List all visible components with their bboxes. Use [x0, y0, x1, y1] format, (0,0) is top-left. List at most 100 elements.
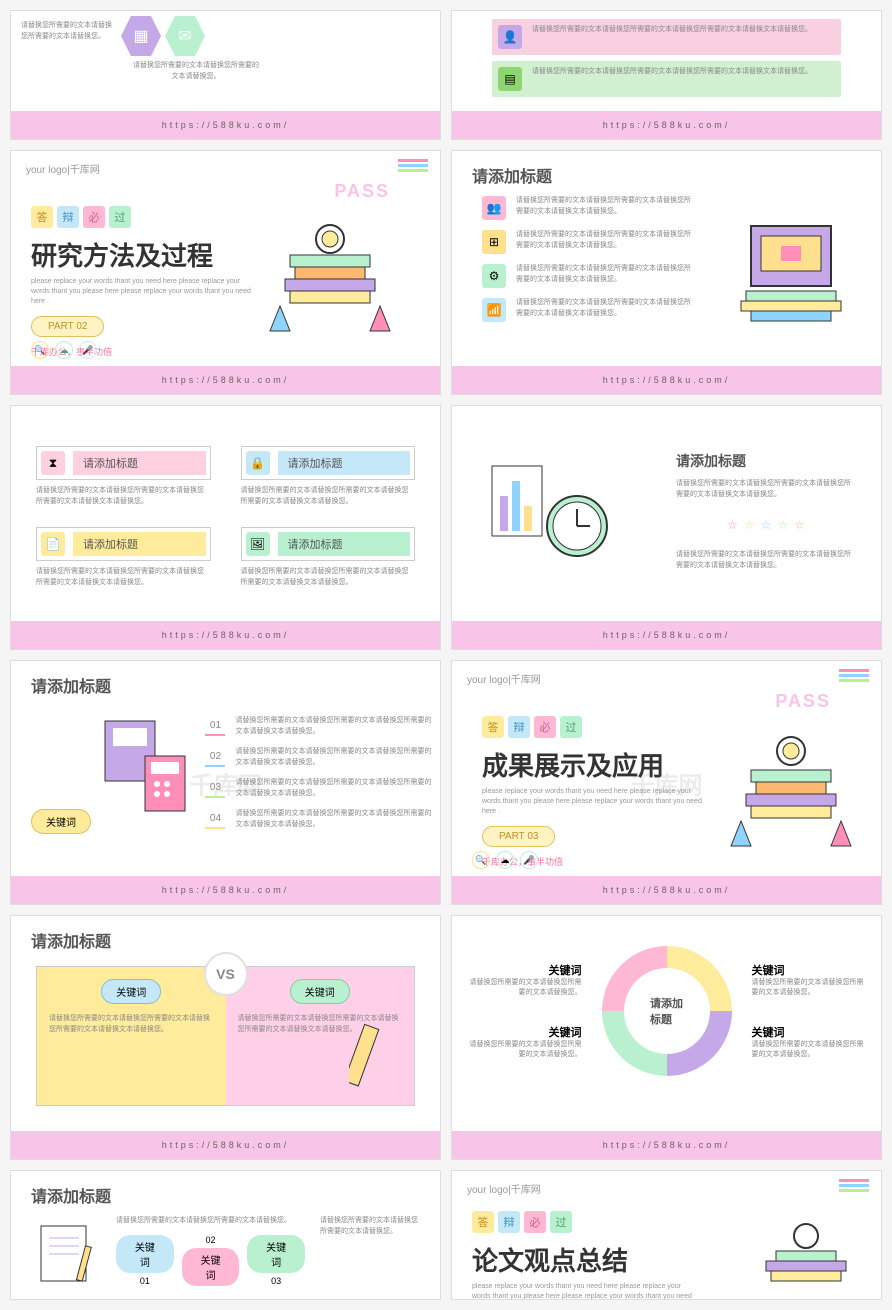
lock-icon: 🔒: [246, 451, 270, 475]
badge: 答: [472, 1211, 494, 1233]
slide-footer: https://588ku.com/: [452, 1131, 881, 1159]
menu-stripes: [398, 159, 428, 174]
badge: 答: [31, 206, 53, 228]
mic-icon: 🎤: [520, 851, 538, 869]
keyword-pill: 关键词: [182, 1248, 240, 1286]
badge-row: 答 辩 必 过: [31, 206, 251, 228]
hex-icon: ✉: [165, 16, 205, 56]
title-block: 🖼请添加标题 请替换您所需要的文本请替换您所需要的文本请替换您所需要的文本请替换…: [241, 527, 416, 588]
slide-6: 请添加标题 请替换您所需要的文本请替换您所需要的文本请替换您所需要的文本请替换文…: [451, 405, 882, 650]
icon: 👥: [482, 196, 506, 220]
books-illustration: [260, 201, 400, 341]
badge-row: 答 辩 必 过: [482, 716, 702, 738]
timeline-text: 请替换您所需要的文本请替换您所需要的文本请替换您。: [116, 1216, 305, 1227]
box-text: 请替换您所需要的文本请替换您所需要的文本请替换您所需要的文本请替换文本请替换您。: [36, 567, 211, 588]
ruler-illustration: [349, 1020, 409, 1100]
slide-title: 请添加标题: [11, 661, 440, 697]
mic-icon: 🎤: [79, 341, 97, 359]
box-text: 请替换您所需要的文本请替换您所需要的文本请替换您所需要的文本请替换文本请替换您。: [241, 486, 416, 507]
badge: 过: [109, 206, 131, 228]
num: 01: [205, 716, 225, 736]
box-title: 请添加标题: [278, 532, 411, 556]
cloud-icon: ☁: [55, 341, 73, 359]
part-badge: PART 03: [482, 826, 555, 847]
badge: 辩: [57, 206, 79, 228]
slide-footer: https://588ku.com/: [452, 876, 881, 904]
slide-title: 请添加标题: [11, 916, 440, 952]
num-text: 请替换您所需要的文本请替换您所需要的文本请替换您所需要的文本请替换文本请替换您。: [235, 716, 435, 737]
hex-text: 请替换您所需要的文本请替换您所需要的文本请替换您。: [131, 61, 261, 82]
info-text: 请替换您所需要的文本请替换您所需要的文本请替换您所需要的文本请替换文本请替换您。: [532, 67, 812, 78]
slide-footer: https://588ku.com/: [11, 621, 440, 649]
vs-badge: VS: [204, 952, 248, 996]
num: 03: [205, 778, 225, 798]
keyword-block: 关键词: [31, 716, 190, 834]
title-block: 🔒请添加标题 请替换您所需要的文本请替换您所需要的文本请替换您所需要的文本请替换…: [241, 446, 416, 507]
timeline-text: 请替换您所需要的文本请替换您所需要的文本请替换您。: [320, 1216, 420, 1237]
keyword-pill: 关键词: [101, 979, 161, 1004]
doc-icon: 📄: [41, 532, 65, 556]
slide-footer: https://588ku.com/: [11, 1131, 440, 1159]
keyword-pill: 关键词: [31, 809, 91, 834]
slide-footer: https://588ku.com/: [11, 111, 440, 139]
donut-chart: 请添加标题: [602, 946, 732, 1076]
row-text: 请替换您所需要的文本请替换您所需要的文本请替换您所需要的文本请替换文本请替换您。: [516, 298, 692, 319]
num-text: 请替换您所需要的文本请替换您所需要的文本请替换您所需要的文本请替换文本请替换您。: [235, 809, 435, 830]
badge: 答: [482, 716, 504, 738]
section-title: 成果展示及应用: [482, 746, 702, 783]
slide-3-section: your logo|千库网 PASS 答 辩 必 过 研究方法及过程 pleas…: [10, 150, 441, 395]
keyword-pill: 关键词: [247, 1235, 305, 1273]
slide-1: ▦ ✉ 请替换您所需要的文本请替换您所需要的文本请替换您。 请替换您所需要的文本…: [10, 10, 441, 140]
slide-12-section: your logo|千库网 答 辩 必 过 论文观点总结 please repl…: [451, 1170, 882, 1300]
part-badge: PART 02: [31, 316, 104, 337]
slides-grid: ▦ ✉ 请替换您所需要的文本请替换您所需要的文本请替换您。 请替换您所需要的文本…: [0, 0, 892, 1310]
badge: 必: [83, 206, 105, 228]
books-illustration: [751, 1201, 861, 1300]
box-title: 请添加标题: [73, 451, 206, 475]
num: 03: [247, 1276, 305, 1286]
num-text: 请替换您所需要的文本请替换您所需要的文本请替换您所需要的文本请替换文本请替换您。: [235, 778, 435, 799]
logo: your logo|千库网: [467, 1181, 541, 1196]
donut-left-labels: 关键词请替换您所需要的文本请替换您所需要的文本请替换您。 关键词请替换您所需要的…: [467, 962, 582, 1061]
search-icon: 🔍: [472, 851, 490, 869]
clock-illustration: [482, 451, 622, 591]
vs-right: 关键词 请替换您所需要的文本请替换您所需要的文本请替换您所需要的文本请替换文本请…: [226, 967, 415, 1105]
hex-icon: ▦: [121, 16, 161, 56]
box-title: 请添加标题: [73, 532, 206, 556]
slide-8-section: your logo|千库网 PASS 千库网 答 辩 必 过 成果展示及应用 p…: [451, 660, 882, 905]
badge: 辩: [508, 716, 530, 738]
content-text: 请替换您所需要的文本请替换您所需要的文本请替换您所需要的文本请替换文本请替换您。: [676, 479, 856, 500]
keyword-label: 关键词: [467, 962, 582, 978]
box-text: 请替换您所需要的文本请替换您所需要的文本请替换您所需要的文本请替换文本请替换您。: [241, 567, 416, 588]
title-block: 📄 请添加标题 请替换您所需要的文本请替换您所需要的文本请替换您所需要的文本请替换…: [36, 527, 211, 588]
section-subtitle: please replace your words thant you need…: [31, 277, 251, 306]
slide-footer: https://588ku.com/: [452, 111, 881, 139]
logo: your logo|千库网: [26, 161, 100, 176]
num-text: 请替换您所需要的文本请替换您所需要的文本请替换您所需要的文本请替换文本请替换您。: [235, 747, 435, 768]
slide-4: 请添加标题 👥请替换您所需要的文本请替换您所需要的文本请替换您所需要的文本请替换…: [451, 150, 882, 395]
slide-footer: https://588ku.com/: [11, 876, 440, 904]
badge: 必: [524, 1211, 546, 1233]
keyword-pill: 关键词: [290, 979, 350, 1004]
section-subtitle: please replace your words thant you need…: [482, 787, 702, 816]
section-title: 研究方法及过程: [31, 236, 251, 273]
donut-right-labels: 关键词请替换您所需要的文本请替换您所需要的文本请替换您。 关键词请替换您所需要的…: [752, 962, 867, 1061]
menu-stripes: [839, 1179, 869, 1194]
badge-row: 答 辩 必 过: [472, 1211, 692, 1233]
badge: 必: [534, 716, 556, 738]
keyword-label: 关键词: [752, 962, 867, 978]
corner-decoration: [382, 84, 432, 109]
doc-icon: ▤: [498, 67, 522, 91]
logo: your logo|千库网: [467, 671, 541, 686]
hex-text: 请替换您所需要的文本请替换您所需要的文本请替换您。: [21, 21, 116, 42]
vs-left: 关键词 请替换您所需要的文本请替换您所需要的文本请替换您所需要的文本请替换文本请…: [37, 967, 226, 1105]
label-text: 请替换您所需要的文本请替换您所需要的文本请替换您。: [752, 1040, 867, 1061]
num: 02: [182, 1235, 240, 1245]
slide-11: 请添加标题 请替换您所需要的文本请替换您所需要的文本请替换您。 关键词01 02…: [10, 1170, 441, 1300]
keyword-pill: 关键词: [116, 1235, 174, 1273]
keyword-label: 关键词: [752, 1024, 867, 1040]
user-icon: 👤: [498, 25, 522, 49]
num: 02: [205, 747, 225, 767]
slide-7: 请添加标题 千库网 关键词 01请替换您所需要的文本请替换您所需要的文本请替换您…: [10, 660, 441, 905]
section-subtitle: please replace your words thant you need…: [472, 1282, 692, 1300]
